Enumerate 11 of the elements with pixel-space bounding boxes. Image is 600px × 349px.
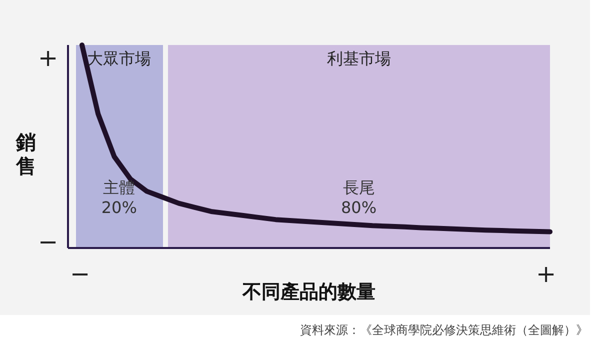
y-axis-title: 銷售: [16, 130, 37, 178]
source-note: 資料來源：《全球商學院必修決策思維術（全圖解）》: [300, 322, 588, 339]
annotation: 利基市場: [326, 49, 392, 69]
annotation: 長尾 80%: [340, 178, 378, 218]
x-axis-title: 不同產品的數量: [242, 281, 376, 303]
annotation: 主體 20%: [100, 178, 138, 218]
text: +: [536, 260, 556, 288]
annotation: 大眾市場: [87, 49, 152, 68]
text: −: [38, 228, 58, 256]
text: −: [70, 260, 90, 288]
text: +: [38, 44, 58, 72]
